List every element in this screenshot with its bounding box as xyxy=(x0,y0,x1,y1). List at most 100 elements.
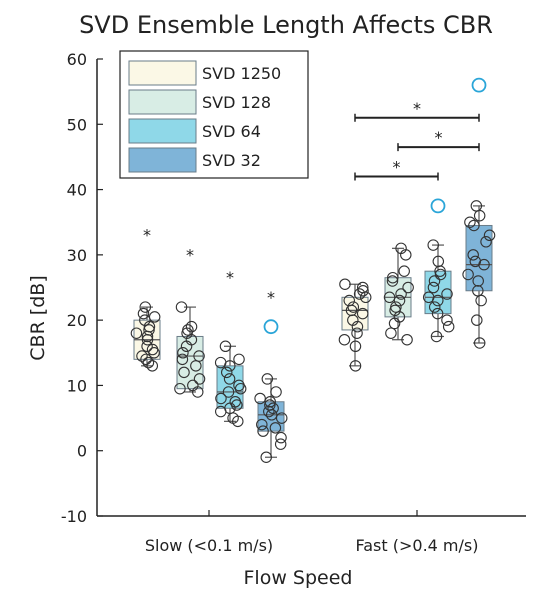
data-point xyxy=(427,281,440,294)
data-point xyxy=(390,301,402,313)
data-point xyxy=(383,291,396,304)
legend-label: SVD 1250 xyxy=(202,64,281,83)
data-point xyxy=(187,379,199,392)
data-point xyxy=(223,373,236,385)
data-point xyxy=(233,353,245,366)
data-point xyxy=(136,350,148,362)
data-point xyxy=(472,275,484,287)
data-point xyxy=(470,200,483,212)
x-axis-label: Flow Speed xyxy=(244,567,353,589)
data-point xyxy=(401,333,413,346)
data-point xyxy=(148,311,161,323)
significance-star: * xyxy=(143,226,151,245)
legend-label: SVD 32 xyxy=(202,151,261,170)
data-point xyxy=(275,412,288,424)
y-tick-label: 10 xyxy=(67,376,87,395)
data-point xyxy=(142,356,155,369)
data-point xyxy=(174,382,186,395)
data-point xyxy=(469,255,482,268)
data-point xyxy=(441,314,453,326)
data-point xyxy=(442,320,455,333)
data-point xyxy=(356,281,369,294)
data-point xyxy=(178,366,190,379)
data-point xyxy=(422,291,435,304)
data-point xyxy=(254,392,266,405)
data-point xyxy=(215,392,227,405)
outlier-point xyxy=(263,319,279,335)
y-tick-label: 60 xyxy=(67,50,87,69)
data-point xyxy=(185,320,198,333)
data-point xyxy=(182,324,194,336)
data-point xyxy=(261,373,274,385)
data-point xyxy=(146,343,159,356)
data-point xyxy=(432,255,445,268)
y-axis-label: CBR [dB] xyxy=(27,275,49,360)
legend-label: SVD 64 xyxy=(202,122,261,141)
data-point xyxy=(193,373,206,385)
data-point xyxy=(471,314,483,326)
plot-area: -10 0 10 20 30 40 50 60 Slow (<0.1 m/s) Fast (>0.… xyxy=(61,50,526,555)
bracket-star: * xyxy=(413,99,421,118)
y-tick-label: 0 xyxy=(77,442,87,461)
data-point xyxy=(480,236,492,248)
data-point xyxy=(229,395,241,408)
data-point xyxy=(430,330,443,343)
data-point xyxy=(146,360,159,372)
data-point xyxy=(137,307,150,320)
y-tick-label: -10 xyxy=(61,507,87,526)
y-tick-label: 20 xyxy=(67,311,87,330)
data-point xyxy=(219,340,232,353)
data-point xyxy=(393,294,406,307)
data-point xyxy=(349,340,362,353)
data-point xyxy=(387,271,399,284)
data-point xyxy=(233,379,245,392)
data-point xyxy=(256,418,268,431)
data-point xyxy=(386,275,399,287)
bracket-star: * xyxy=(435,128,443,147)
data-point xyxy=(431,307,444,320)
data-point xyxy=(353,288,366,300)
data-point xyxy=(467,249,479,261)
data-point xyxy=(267,402,279,415)
data-point xyxy=(464,216,476,228)
data-point xyxy=(141,340,153,353)
y-tick-label: 50 xyxy=(67,115,87,134)
y-tick-label: 30 xyxy=(67,246,87,265)
data-point xyxy=(270,386,282,398)
legend-swatch xyxy=(128,60,197,86)
data-point xyxy=(357,285,369,297)
x-tick-label: Slow (<0.1 m/s) xyxy=(145,536,273,555)
data-point xyxy=(175,301,188,313)
chart-title: SVD Ensemble Length Affects CBR xyxy=(79,11,493,39)
significance-star: * xyxy=(267,288,275,307)
data-point xyxy=(343,294,355,307)
data-point xyxy=(185,333,198,346)
data-point xyxy=(356,307,369,320)
data-point xyxy=(275,431,287,444)
data-point xyxy=(473,209,486,222)
data-point xyxy=(339,278,351,290)
data-point xyxy=(177,347,189,359)
data-point xyxy=(349,360,362,372)
legend: SVD 1250 SVD 128 SVD 64 SVD 32 xyxy=(119,50,309,179)
legend-swatch xyxy=(128,118,197,144)
data-point xyxy=(393,311,406,323)
data-point xyxy=(264,399,276,411)
bracket-star: * xyxy=(393,158,401,177)
data-point xyxy=(398,265,410,277)
data-point xyxy=(264,395,276,408)
data-point xyxy=(140,353,152,366)
significance-star: * xyxy=(186,245,194,264)
data-point xyxy=(269,422,282,434)
data-point xyxy=(130,327,143,339)
data-point xyxy=(220,366,233,379)
data-point xyxy=(214,356,227,369)
legend-swatch xyxy=(128,147,197,173)
data-point xyxy=(347,301,360,313)
data-point xyxy=(193,350,205,362)
data-point xyxy=(472,285,484,297)
data-point xyxy=(462,268,474,281)
legend-label: SVD 128 xyxy=(202,93,271,112)
data-point xyxy=(176,353,189,366)
data-point xyxy=(139,301,152,313)
